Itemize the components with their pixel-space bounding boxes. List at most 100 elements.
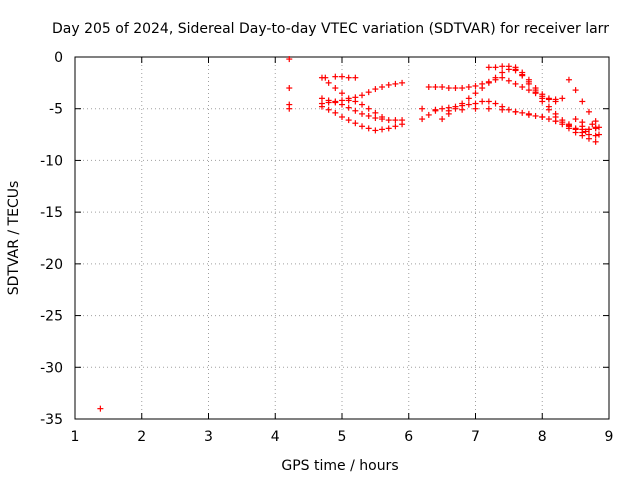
data-point [499,69,506,76]
data-point [545,116,552,123]
y-tick-label: -10 [40,153,63,169]
data-point [459,100,466,107]
data-point [485,105,492,112]
data-point [365,89,372,96]
data-point [479,98,486,105]
data-point [332,73,339,80]
y-tick-label: 0 [54,50,63,66]
data-point [365,125,372,132]
data-point [345,97,352,104]
data-point [318,95,325,102]
data-point [572,125,579,132]
data-point [325,106,332,113]
data-point [565,76,572,83]
data-point [352,107,359,114]
data-point [325,99,332,106]
data-point [492,74,499,81]
y-tick-label: -25 [40,309,63,325]
x-tick-label: 3 [204,429,213,445]
data-point [472,90,479,97]
data-point [532,89,539,96]
data-point [492,100,499,107]
data-point [379,113,386,120]
data-point [379,126,386,133]
data-point [286,56,293,63]
data-point [505,63,512,70]
data-point [539,91,546,98]
data-point [539,113,546,120]
data-point [439,116,446,123]
data-point [332,85,339,92]
data-point [392,80,399,87]
data-point [585,108,592,115]
data-point [585,131,592,138]
data-point [589,121,596,128]
data-point [345,74,352,81]
data-point [365,105,372,112]
data-point [519,83,526,90]
data-point [559,119,566,126]
data-point [465,83,472,90]
x-tick-labels: 1 2 3 4 5 6 7 8 9 [71,429,614,445]
data-point [472,105,479,112]
data-point [97,405,104,412]
data-point [399,121,406,128]
y-tick-label: -20 [40,257,63,273]
data-point [499,63,506,70]
data-point [352,74,359,81]
data-point [565,123,572,130]
y-tick-label: -5 [49,102,63,118]
data-point [472,82,479,89]
data-point [485,79,492,86]
data-point [339,73,345,80]
data-point [519,109,526,116]
data-point [385,125,392,132]
data-point [345,117,352,124]
data-point [545,106,552,113]
x-tick-label: 2 [137,429,146,445]
data-point [572,116,579,123]
data-point [318,100,325,107]
data-point [445,85,452,92]
data-point [595,124,602,131]
data-point [512,66,519,73]
data-point [579,126,586,133]
chart-title: Day 205 of 2024, Sidereal Day-to-day VTE… [52,21,609,37]
data-point [359,123,366,130]
data-point [525,87,532,94]
x-tick-label: 6 [404,429,413,445]
data-point [352,120,359,127]
x-tick-label: 4 [271,429,280,445]
x-tick-label: 1 [71,429,80,445]
data-point [492,64,499,71]
data-point [459,106,466,113]
data-point [332,98,339,105]
data-point [432,83,439,90]
data-point [539,98,546,105]
y-axis-label: SDTVAR / TECUs [6,181,22,296]
data-point [595,131,602,138]
y-tick-label: -15 [40,205,63,221]
data-point [485,98,492,105]
data-point [359,92,366,99]
y-tick-labels: 0 -5 -10 -15 -20 -25 -30 -35 [40,50,63,428]
data-point [359,101,366,108]
data-point [512,80,519,87]
data-point [325,79,332,86]
data-point [425,111,432,118]
data-point [392,117,399,124]
data-point [379,83,386,90]
data-point [452,85,459,92]
x-tick-label: 5 [338,429,347,445]
data-point [479,85,486,92]
data-point [572,87,579,94]
data-point [322,74,329,81]
data-point [525,110,532,117]
data-point [579,98,586,105]
data-point [465,101,472,108]
data-point [372,109,379,116]
data-point [505,106,512,113]
data-point [392,123,399,130]
